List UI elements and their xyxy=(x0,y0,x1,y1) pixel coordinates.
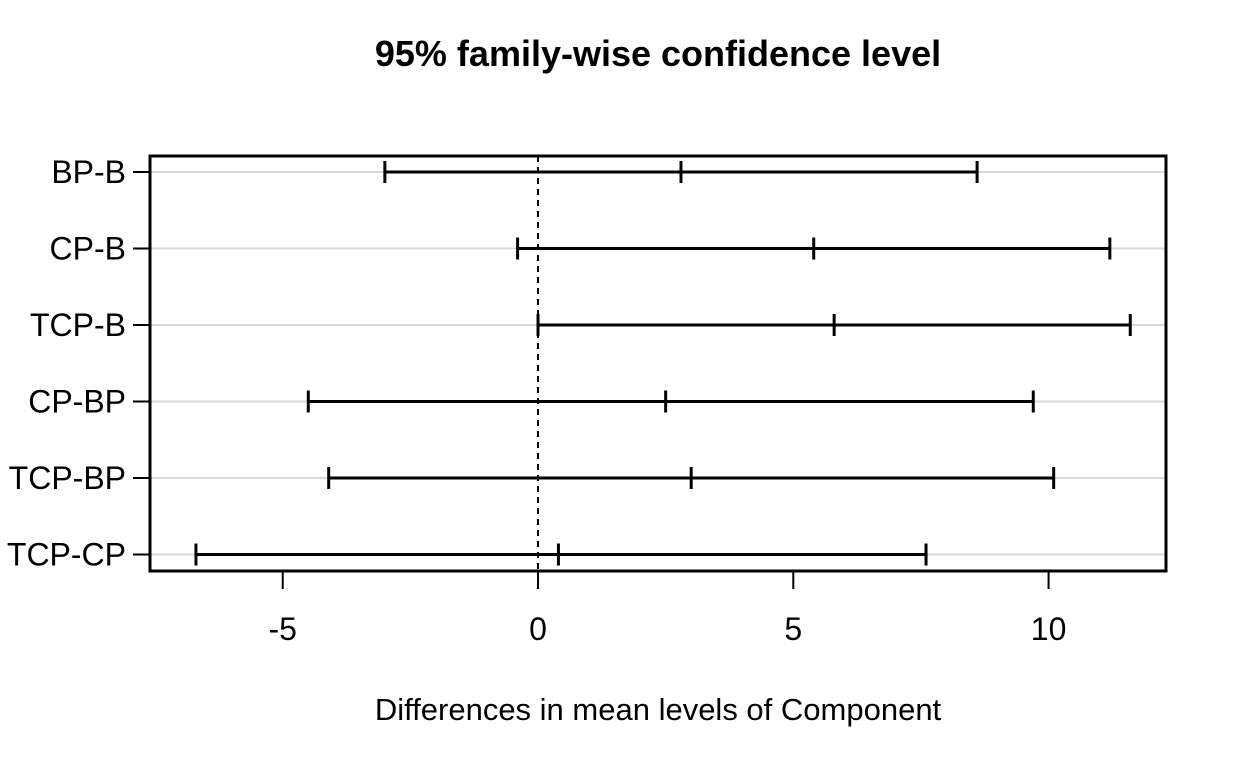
x-axis-tick-label: -5 xyxy=(269,611,297,647)
y-axis-label-CP-B: CP-B xyxy=(50,231,126,267)
y-axis-label-BP-B: BP-B xyxy=(51,154,126,190)
x-axis-tick-label: 10 xyxy=(1031,611,1067,647)
x-axis-title: Differences in mean levels of Component xyxy=(375,692,942,727)
y-axis-label-TCP-CP: TCP-CP xyxy=(7,537,126,573)
y-axis-label-TCP-B: TCP-B xyxy=(30,307,126,343)
plot-frame xyxy=(148,154,1168,573)
x-axis-tick-label: 0 xyxy=(529,611,547,647)
y-axis-label-CP-BP: CP-BP xyxy=(28,384,126,420)
plot-area: BP-B CP-B TCP-B CP-BP TCP-BP TCP-CP -5 0 5 10 xyxy=(7,154,1168,647)
x-axis-tick-label: 5 xyxy=(784,611,802,647)
chart-title: 95% family-wise confidence level xyxy=(375,33,941,74)
y-axis-label-TCP-BP: TCP-BP xyxy=(9,460,126,496)
